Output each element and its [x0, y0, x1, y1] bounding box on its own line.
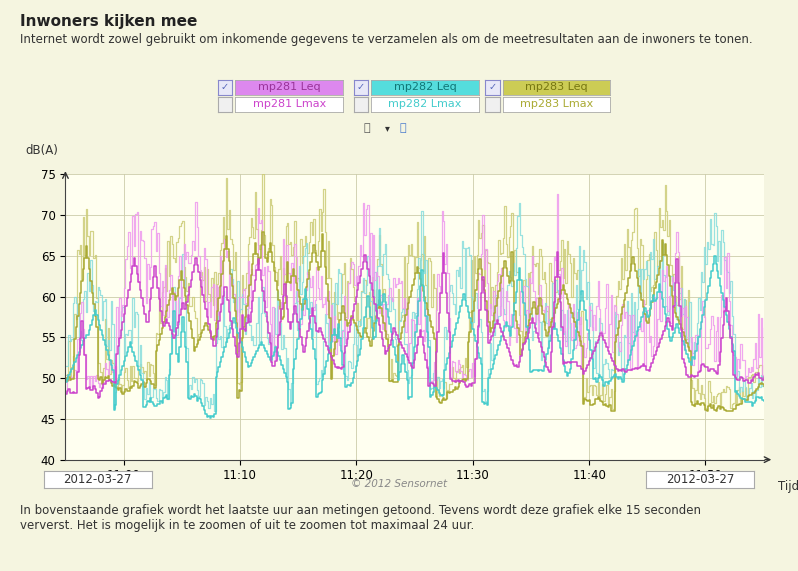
Text: mp283 Leq: mp283 Leq: [525, 82, 588, 93]
Text: © 2012 Sensornet: © 2012 Sensornet: [351, 479, 447, 489]
Text: mp283 Lmax: mp283 Lmax: [520, 99, 593, 110]
Text: Tijd: Tijd: [777, 480, 798, 493]
Text: ✓: ✓: [488, 82, 496, 93]
Text: dB(A): dB(A): [26, 144, 58, 157]
Text: Internet wordt zowel gebruikt om inkomende gegevens te verzamelen als om de meet: Internet wordt zowel gebruikt om inkomen…: [20, 33, 753, 46]
Text: 🔍: 🔍: [364, 123, 370, 133]
Text: mp281 Leq: mp281 Leq: [258, 82, 321, 93]
Text: In bovenstaande grafiek wordt het laatste uur aan metingen getoond. Tevens wordt: In bovenstaande grafiek wordt het laatst…: [20, 504, 701, 532]
Text: ✓: ✓: [357, 82, 365, 93]
Text: Inwoners kijken mee: Inwoners kijken mee: [20, 14, 197, 29]
Text: ✓: ✓: [221, 82, 229, 93]
Text: ▾: ▾: [385, 123, 389, 133]
Text: 📋: 📋: [400, 123, 406, 133]
Text: mp282 Lmax: mp282 Lmax: [389, 99, 461, 110]
Text: mp282 Leq: mp282 Leq: [393, 82, 456, 93]
Text: mp281 Lmax: mp281 Lmax: [253, 99, 326, 110]
Text: 2012-03-27: 2012-03-27: [64, 473, 132, 486]
Text: 2012-03-27: 2012-03-27: [666, 473, 734, 486]
